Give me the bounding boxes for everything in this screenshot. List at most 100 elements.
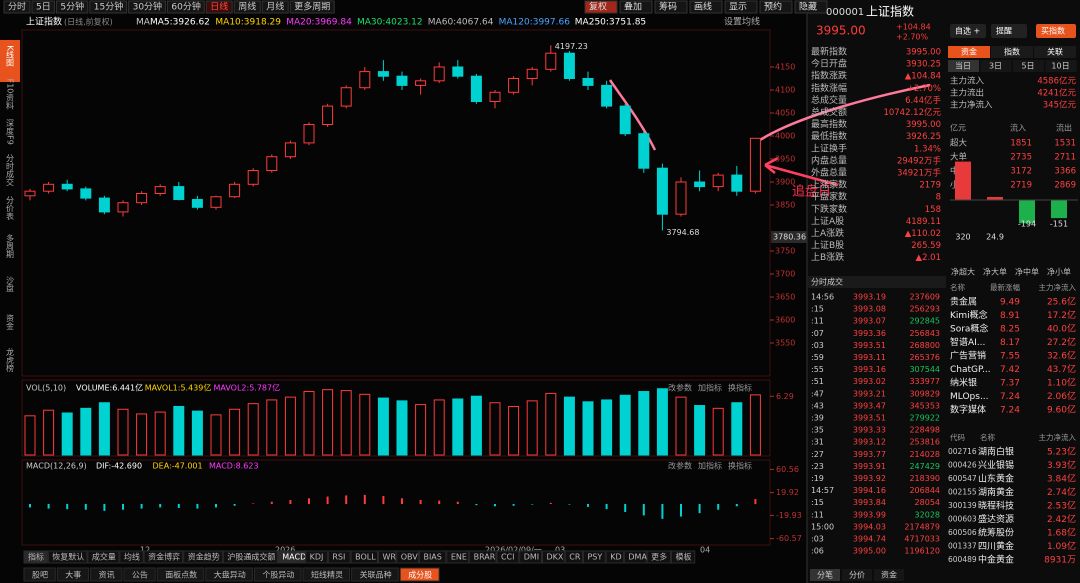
candle-body [154,186,166,195]
footer-tab[interactable]: 分笔 [817,570,833,580]
bottom-tab[interactable]: 大事 [65,570,81,580]
side-tab[interactable]: 资金 [6,313,15,330]
side-tab[interactable]: F10资料 [6,79,15,111]
top-tab[interactable]: 60分钟 [171,1,200,13]
side-tab[interactable]: 多周期 [6,233,15,259]
footer-tab[interactable]: 分价 [849,571,865,580]
indicator-tab[interactable]: 资金博弈 [148,552,180,562]
vol-tool[interactable]: 改参数 [668,383,692,393]
footer-tab[interactable]: 资金 [881,570,897,580]
quote-button[interactable]: 买指数 [1041,26,1065,36]
net-bar [955,161,971,200]
side-tab[interactable]: 深度F9 [6,119,15,145]
indicator-tab[interactable]: DKX [546,553,563,562]
top-tab[interactable]: 分时 [8,1,26,13]
top-tab[interactable]: 日线 [210,1,228,13]
indicator-tab[interactable]: 更多 [651,552,667,562]
stat-value: 34921万手 [897,168,942,179]
indicator-tab[interactable]: 沪股通成交额 [227,552,275,562]
indicator-tab[interactable]: CR [569,553,581,562]
ind-tab-bg [582,550,606,564]
indicator-tab[interactable]: DMI [524,553,539,562]
indicator-tab[interactable]: WR [383,553,397,562]
x-label: 03 [555,546,565,555]
top-tab[interactable]: 5分钟 [60,1,84,13]
quote-button[interactable]: 自选 + [955,26,980,36]
y-tick-label: 3900 [775,178,795,187]
indicator-tab[interactable]: BIAS [423,553,441,562]
top-tab[interactable]: 周线 [238,1,256,13]
bottom-tab[interactable]: 资讯 [99,570,115,580]
bottom-tab[interactable]: 公告 [132,570,148,580]
top-tool[interactable]: 筹码 [659,1,677,13]
indicator-tab[interactable]: 指标 [28,552,44,562]
top-tab[interactable]: 月线 [266,1,284,13]
bottom-tab[interactable]: 短线精灵 [311,570,343,580]
indicator-tab[interactable]: BRAR [474,553,496,562]
annotation-arrow [764,156,839,187]
top-tool[interactable]: 预约 [764,1,782,13]
top-tab[interactable]: 30分钟 [133,1,162,13]
indicator-tab[interactable]: 模板 [675,552,691,562]
macd-tool[interactable]: 加指标 [698,461,722,471]
side-tab[interactable]: 分价表 [6,196,15,221]
indicator-tab[interactable]: CCI [501,553,515,562]
flow-tab[interactable]: 资金 [961,47,977,57]
top-tool[interactable]: 复权 [589,1,607,13]
stat-label: 最高指数 [811,118,847,130]
settings[interactable]: 设置均线 [724,16,760,28]
vol-tool[interactable]: 换指标 [728,383,752,393]
side-tab[interactable]: K线图 [6,45,15,67]
flow-period[interactable]: 5日 [1021,62,1034,71]
indicator-tab[interactable]: MACD [282,553,306,562]
ma-value: MA30:4023.12 [357,18,423,28]
indicator-tab[interactable]: ENE [451,553,467,562]
trade-price: 3993.36 [853,329,886,338]
bottom-tab[interactable]: 关联品种 [360,570,392,580]
trade-time: :15 [811,305,824,314]
indicator-tab[interactable]: KDJ [310,553,324,562]
top-tab[interactable]: 5日 [36,2,51,13]
flow-period[interactable]: 当日 [955,61,971,71]
indicator-tab[interactable]: 均线 [124,552,140,562]
top-tool[interactable]: 显示 [729,2,747,13]
indicator-tab[interactable]: OBV [401,553,419,562]
y-tick-label: 3700 [775,270,795,279]
side-tab[interactable]: 龙虎榜 [6,347,15,373]
flow-tab[interactable]: 指数 [1004,47,1020,57]
bottom-tab[interactable]: 股吧 [32,571,48,580]
bottom-tab[interactable]: 大盘异动 [214,570,246,580]
flow-period[interactable]: 10日 [1051,62,1069,71]
indicator-tab[interactable]: RSI [332,553,345,562]
indicator-tab[interactable]: DMA [628,553,647,562]
y-tick-label: 3950 [775,155,795,164]
bottom-tab-bg [302,567,351,582]
bottom-tab[interactable]: 面板点数 [165,570,197,580]
flow-cell: 1851 [1010,139,1032,149]
macd-tool[interactable]: 换指标 [728,461,752,471]
top-tool[interactable]: 叠加 [624,2,642,13]
flow-period[interactable]: 3日 [989,62,1002,71]
indicator-tab[interactable]: 成交量 [92,552,116,562]
indicator-tab[interactable]: 恢复默认 [52,552,84,562]
quote-button[interactable]: 提醒 [996,26,1012,36]
indicator-tab[interactable]: 资金趋势 [188,552,220,562]
flow-value: 4586亿元 [1037,76,1076,87]
top-tab[interactable]: 更多周期 [294,1,330,13]
flow-tab[interactable]: 关联 [1047,47,1063,57]
vol-tool[interactable]: 加指标 [698,383,722,393]
indicator-tab[interactable]: PSY [587,553,602,562]
top-tab[interactable]: 15分钟 [94,1,123,13]
bottom-tab[interactable]: 个股异动 [262,570,294,580]
side-tab[interactable]: 沙盘 [6,276,15,292]
candle-body [43,183,55,192]
candle-body [694,181,706,188]
indicator-tab[interactable]: KD [610,553,621,562]
side-tab[interactable]: 分时成交 [6,154,15,187]
top-tool[interactable]: 画线 [694,1,712,13]
bottom-tab[interactable]: 成分股 [408,570,432,580]
indicator-tab[interactable]: BOLL [355,553,376,562]
top-tool[interactable]: 隐藏 [799,1,817,13]
macd-tool[interactable]: 改参数 [668,461,692,471]
trade-price: 3993.08 [853,305,886,314]
